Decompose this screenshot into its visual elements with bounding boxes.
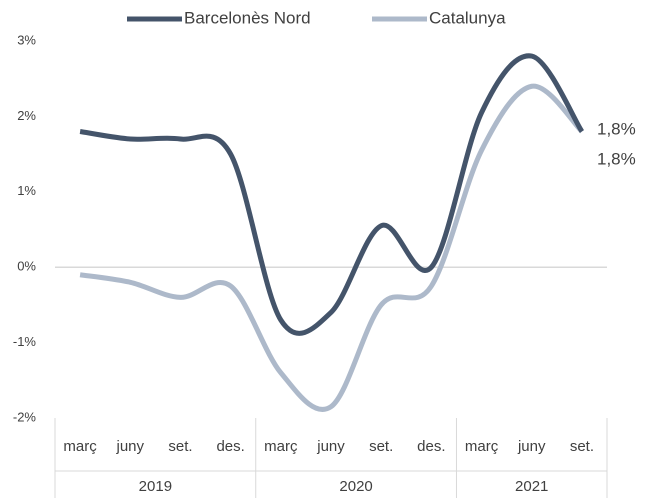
series-line [79,53,585,336]
series-line [79,83,584,412]
legend-label: Catalunya [429,8,506,27]
x-tick-label: des. [417,438,445,455]
x-tick-label: set. [369,438,393,455]
x-tick-label: des. [216,438,244,455]
x-tick-label: set. [168,438,192,455]
x-tick-label: març [63,438,97,455]
x-tick-label: març [465,438,499,455]
y-tick-label: 2% [17,108,36,123]
data-label: 1,8% [597,119,636,138]
x-tick-label: juny [116,438,145,455]
x-tick-label: juny [517,438,546,455]
legend-label: Barcelonès Nord [184,8,311,27]
data-label: 1,8% [597,149,636,168]
y-tick-label: -1% [13,334,37,349]
y-tick-label: -2% [13,409,37,424]
x-tick-label: juny [316,438,345,455]
group-label: 2021 [515,478,548,495]
group-label: 2019 [139,478,172,495]
y-tick-label: 1% [17,183,36,198]
y-tick-label: 0% [17,259,36,274]
y-tick-label: 3% [17,32,36,47]
x-tick-label: set. [570,438,594,455]
x-tick-label: març [264,438,298,455]
group-label: 2020 [339,478,372,495]
